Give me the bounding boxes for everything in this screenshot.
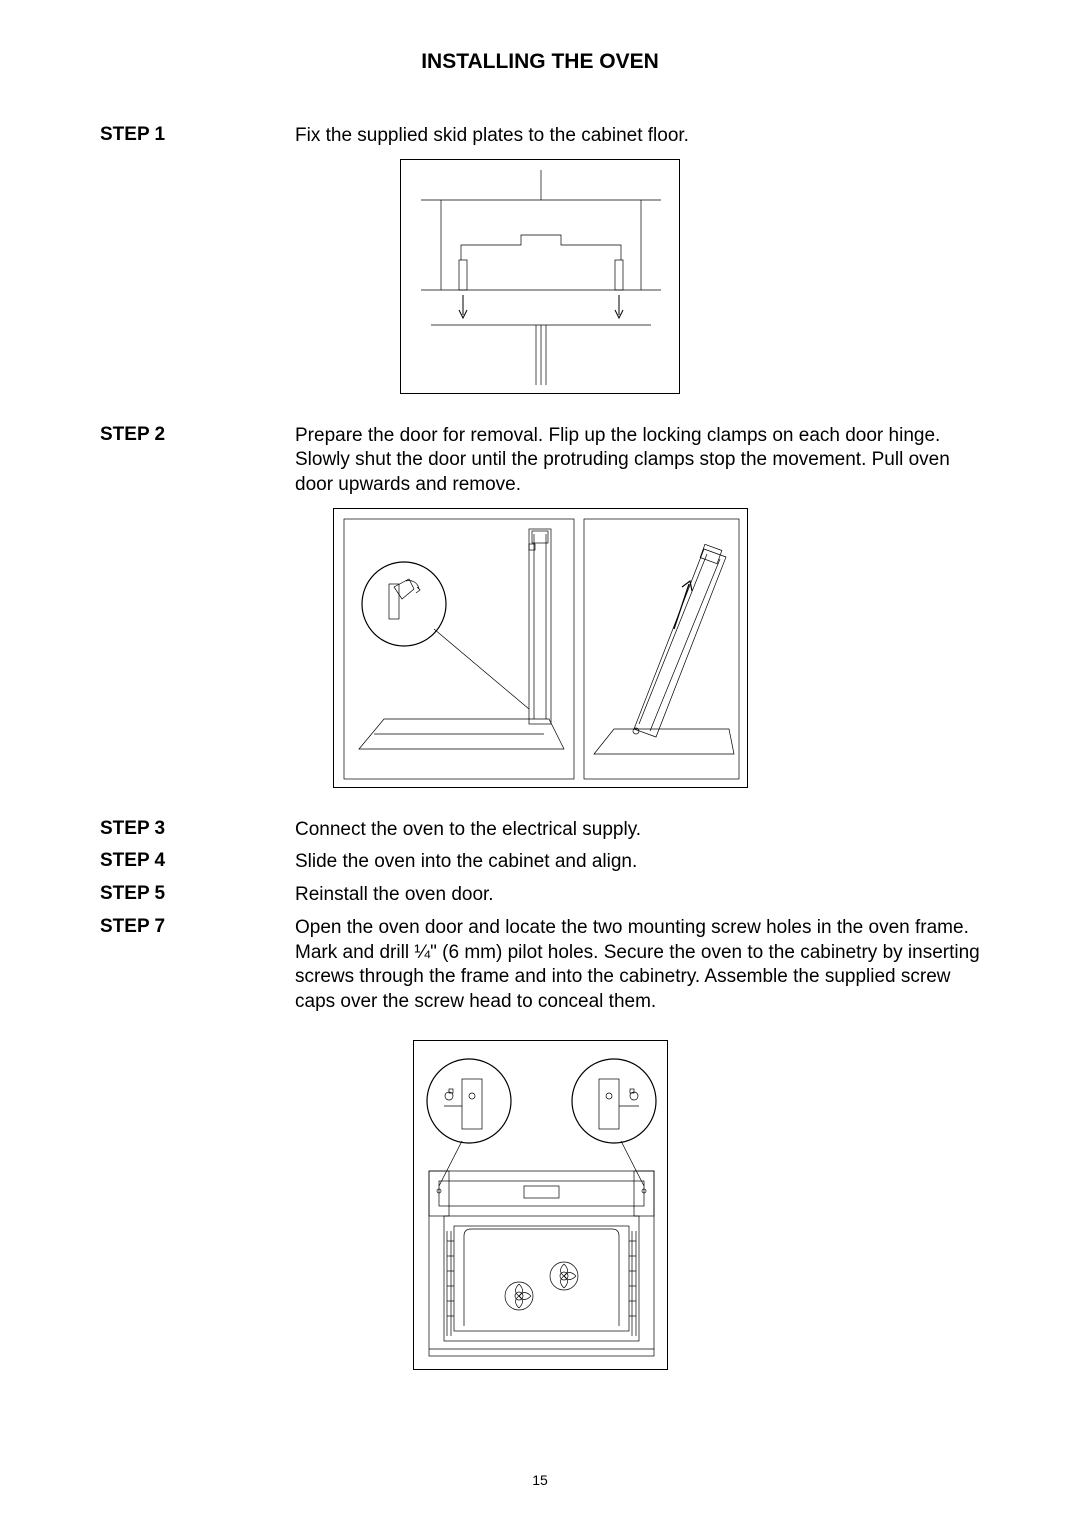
step-row: STEP 1 Fix the supplied skid plates to t… (100, 124, 980, 149)
step-text: Open the oven door and locate the two mo… (295, 916, 980, 1015)
step-text: Reinstall the oven door. (295, 883, 980, 908)
step-row: STEP 3 Connect the oven to the electrica… (100, 818, 980, 843)
step-label: STEP 7 (100, 916, 295, 1015)
step-row: STEP 7 Open the oven door and locate the… (100, 916, 980, 1015)
step-label: STEP 3 (100, 818, 295, 843)
step-row: STEP 2 Prepare the door for removal. Fli… (100, 424, 980, 498)
figure-container (100, 508, 980, 788)
step-row: STEP 5 Reinstall the oven door. (100, 883, 980, 908)
step-row: STEP 4 Slide the oven into the cabinet a… (100, 850, 980, 875)
figure-door-removal (333, 508, 748, 788)
figure-mounting-screws (413, 1040, 668, 1370)
step-label: STEP 2 (100, 424, 295, 498)
step-label: STEP 1 (100, 124, 295, 149)
figure-skid-plates (400, 159, 680, 394)
page-title: INSTALLING THE OVEN (100, 50, 980, 74)
step-label: STEP 4 (100, 850, 295, 875)
figure-container (100, 1040, 980, 1370)
step-text: Prepare the door for removal. Flip up th… (295, 424, 980, 498)
step-text: Fix the supplied skid plates to the cabi… (295, 124, 980, 149)
step-text: Slide the oven into the cabinet and alig… (295, 850, 980, 875)
step-label: STEP 5 (100, 883, 295, 908)
step-text: Connect the oven to the electrical suppl… (295, 818, 980, 843)
figure-container (100, 159, 980, 394)
page-number: 15 (0, 1472, 1080, 1488)
